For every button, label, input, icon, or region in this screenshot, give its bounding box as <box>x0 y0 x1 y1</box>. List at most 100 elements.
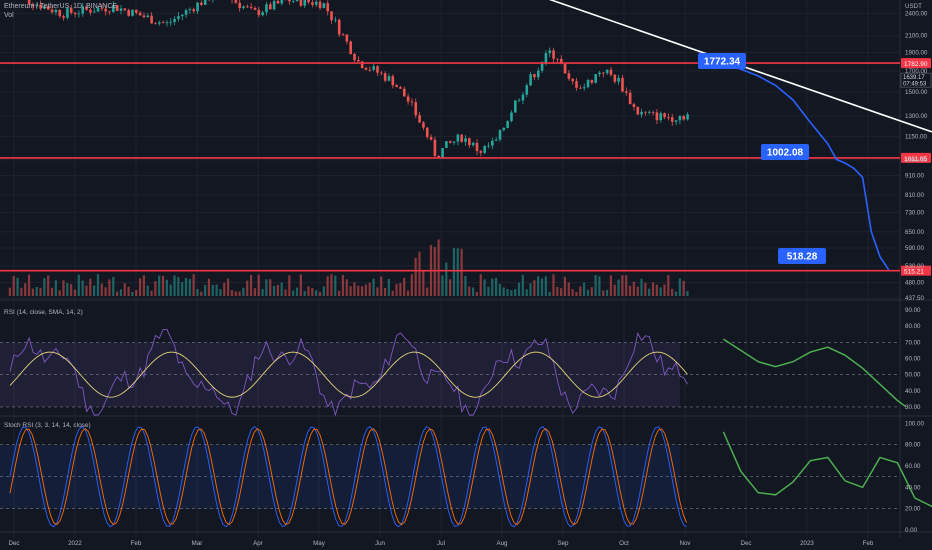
horizontal-levels[interactable]: 1782.90 1011.05 515.21 <box>0 58 931 276</box>
candle-body <box>513 100 517 113</box>
candle-body <box>605 69 609 74</box>
candle-body <box>364 68 368 70</box>
volume-bars <box>8 239 689 296</box>
candle-body <box>119 8 123 11</box>
candle-body <box>399 87 402 89</box>
volume-bar <box>35 286 38 296</box>
price-axis-tick: 590.00 <box>905 245 924 252</box>
volume-bar <box>242 287 245 296</box>
volume-bar <box>73 289 77 296</box>
volume-bar <box>188 279 191 296</box>
price-label-text: 1772.34 <box>704 57 741 68</box>
stoch-axis-tick: 80.00 <box>905 442 921 449</box>
price-candles <box>24 0 689 159</box>
volume-bar <box>537 276 540 296</box>
volume-bar <box>567 282 570 296</box>
candle-body <box>582 87 586 89</box>
candle-body <box>468 138 471 146</box>
volume-bar <box>318 291 322 296</box>
candle-body <box>177 16 180 20</box>
level-tag <box>901 152 931 163</box>
price-label-text: 1002.08 <box>767 148 804 159</box>
volume-bar <box>211 284 214 296</box>
volume-bar <box>468 286 471 296</box>
volume-bar <box>686 291 689 296</box>
volume-bar <box>12 276 15 296</box>
candle-body <box>441 148 444 158</box>
volume-bar <box>27 274 31 296</box>
rsi-label[interactable]: RSI (14, close, SMA, 14, 2) <box>4 309 83 316</box>
price-projection[interactable] <box>723 63 890 271</box>
volume-bar <box>552 274 555 296</box>
volume-bar <box>96 274 100 296</box>
price-axis-tick: 2400.00 <box>905 10 928 17</box>
volume-bar <box>154 281 157 296</box>
candle-body <box>613 74 617 82</box>
volume-bar <box>8 287 11 296</box>
volume-bar <box>437 239 440 296</box>
candle-body <box>598 72 601 75</box>
volume-bar <box>383 287 387 296</box>
volume-bar <box>445 262 448 296</box>
stoch-axis-tick: 100.00 <box>905 420 924 427</box>
time-axis-tick: Dec <box>740 540 751 547</box>
stoch-rsi-label[interactable]: Stoch RSI (3, 3, 14, 14, close) <box>4 422 91 429</box>
candle-body <box>628 92 632 105</box>
current-price-value: 1639.17 <box>903 75 925 81</box>
volume-bar <box>617 279 620 296</box>
candle-body <box>647 111 651 113</box>
volume-bar <box>238 291 241 296</box>
rsi-projection <box>722 338 907 408</box>
volume-bar <box>471 287 475 296</box>
volume-bar <box>594 274 597 296</box>
candle-body <box>464 138 467 142</box>
stoch-d-line <box>9 428 687 526</box>
candle-body <box>349 41 352 54</box>
stoch-axis-tick: 40.00 <box>905 484 921 491</box>
rsi-ma-line <box>9 351 688 398</box>
quote-unit-label: USDT <box>905 3 922 10</box>
volume-bar <box>628 285 632 296</box>
volume-bar <box>100 283 103 296</box>
candle-body <box>594 74 597 83</box>
candle-body <box>651 111 655 113</box>
volume-bar <box>418 251 421 296</box>
price-axis-tick: 910.00 <box>905 173 924 180</box>
candle-body <box>548 50 552 54</box>
candle-body <box>127 10 130 16</box>
volume-bar <box>403 277 406 296</box>
volume-bar <box>640 278 643 296</box>
volume-bar <box>602 290 605 296</box>
stoch-axis-tick: 0.00 <box>905 527 918 534</box>
symbol-title[interactable]: Ethereum / TetherUS, 1D, BINANCE <box>4 3 118 10</box>
time-axis-tick: May <box>313 540 326 547</box>
candle-body <box>269 4 272 10</box>
volume-bar <box>514 289 517 296</box>
candle-body <box>299 0 303 6</box>
volume-bar <box>376 287 379 296</box>
price-axis-tick: 480.00 <box>905 279 924 286</box>
volume-bar <box>276 284 279 296</box>
candle-body <box>686 114 689 120</box>
volume-bar <box>575 291 578 296</box>
candle-body <box>380 72 383 74</box>
volume-bar <box>307 286 310 296</box>
level-tag-text: 515.21 <box>904 269 924 276</box>
price-axis-tick: 1300.00 <box>905 113 928 120</box>
volume-bar <box>387 278 390 296</box>
price-label-box <box>778 248 826 264</box>
volume-bar <box>598 276 601 296</box>
volume-bar <box>165 279 168 296</box>
candle-body <box>337 19 341 35</box>
volume-bar <box>625 275 628 296</box>
time-axis-tick: Feb <box>863 540 874 547</box>
candle-body <box>303 0 307 6</box>
volume-bar <box>632 281 635 296</box>
candle-body <box>196 2 199 12</box>
volume-bar <box>257 274 260 296</box>
volume-bar <box>16 277 19 296</box>
candle-body <box>559 58 563 65</box>
candle-body <box>410 101 414 103</box>
time-axis-tick: Sep <box>557 540 569 547</box>
